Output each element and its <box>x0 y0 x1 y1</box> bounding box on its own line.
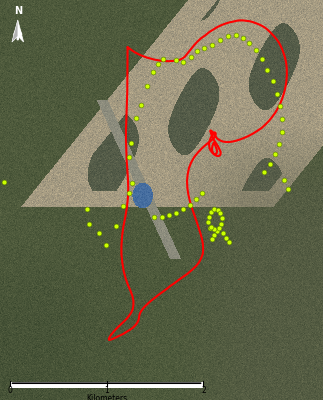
Text: 1: 1 <box>104 386 109 395</box>
Polygon shape <box>12 20 18 42</box>
Text: 0: 0 <box>7 386 12 395</box>
Text: Kilometers: Kilometers <box>86 394 127 400</box>
Polygon shape <box>12 20 24 42</box>
Bar <box>10 382 203 388</box>
Text: N: N <box>14 6 22 16</box>
Text: 2: 2 <box>201 386 206 395</box>
